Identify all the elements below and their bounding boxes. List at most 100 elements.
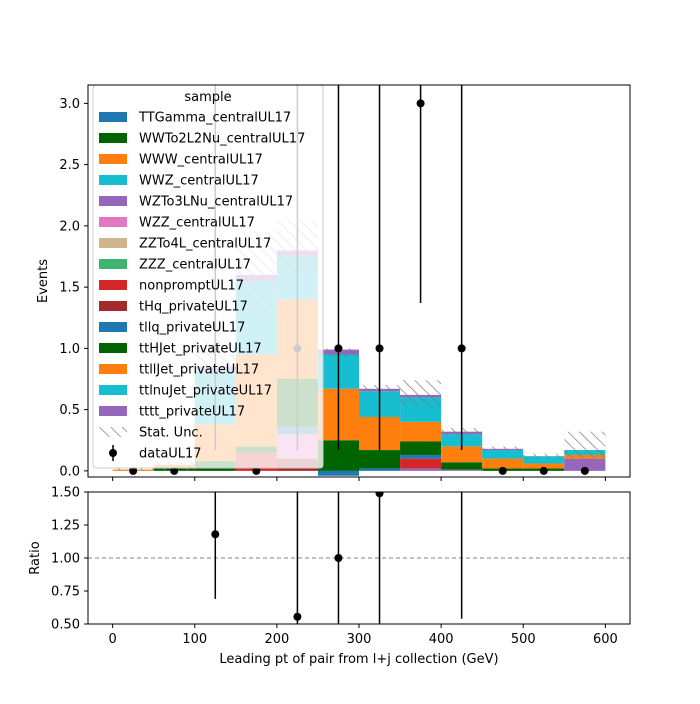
- y-tick-label: 3.0: [59, 97, 80, 112]
- y-tick-label: 1.5: [59, 281, 80, 296]
- ratio-y-ticks: 0.50 0.75 1.00 1.25 1.50: [51, 486, 88, 633]
- ratio-point: [293, 612, 302, 621]
- ratio-point: [334, 554, 343, 562]
- stat-unc-band: [482, 446, 524, 452]
- ratio-x-ticks: 0 100 200 300 400 500 600: [108, 624, 618, 647]
- legend-marker: [109, 449, 117, 457]
- ratio-point: [211, 530, 220, 539]
- data-point: [457, 344, 466, 353]
- stack-segment: [482, 450, 524, 459]
- y-tick-label: 2.0: [59, 219, 80, 234]
- legend-label: ttHJet_privateUL17: [139, 342, 262, 357]
- data-point: [498, 466, 507, 475]
- y-tick-label: 1.0: [59, 342, 80, 357]
- y-tick-label: 2.5: [59, 158, 80, 173]
- stack-segment: [400, 468, 442, 471]
- ratio-y-axis-label: Ratio: [28, 541, 43, 574]
- legend-swatch: [99, 217, 127, 227]
- x-tick-label: 500: [511, 632, 536, 647]
- legend-label: ZZZ_centralUL17: [139, 258, 251, 273]
- legend-label: WWTo2L2Nu_centralUL17: [139, 132, 305, 147]
- data-point: [252, 466, 261, 475]
- x-axis-label: Leading pt of pair from l+j collection (…: [219, 652, 498, 667]
- stat-unc-band: [564, 431, 606, 462]
- legend-title: sample: [184, 90, 231, 105]
- x-tick-label: 300: [347, 632, 372, 647]
- legend-label: WZZ_centralUL17: [139, 216, 255, 231]
- data-point: [416, 99, 425, 108]
- legend-label: tllq_privateUL17: [139, 321, 245, 336]
- x-tick-label: 400: [429, 632, 454, 647]
- stack-segment: [400, 421, 442, 442]
- y-tick-label: 0.5: [59, 403, 80, 418]
- ratio-panel: 0.50 0.75 1.00 1.25 1.50 0 100 200 300 400 500 600…: [28, 486, 631, 667]
- ratio-points: [211, 492, 463, 624]
- y-tick-label: 0.50: [51, 618, 80, 633]
- legend-swatch: [99, 238, 127, 248]
- legend-swatch-hatch: [99, 427, 127, 437]
- data-point: [334, 344, 343, 353]
- legend-swatch: [99, 259, 127, 269]
- stack-segment: [400, 454, 442, 459]
- x-tick-label: 600: [593, 632, 618, 647]
- legend-label: ttlnuJet_privateUL17: [139, 384, 272, 399]
- x-tick-label: 200: [264, 632, 289, 647]
- y-tick-label: 0.75: [51, 585, 80, 600]
- stack-segment: [359, 468, 401, 471]
- stack-segment: [441, 469, 483, 471]
- legend-label: TTGamma_centralUL17: [138, 111, 291, 126]
- legend-label: Stat. Unc.: [139, 426, 203, 441]
- legend-swatch: [99, 385, 127, 395]
- legend-label: tHq_privateUL17: [139, 300, 248, 315]
- stack-segment: [441, 462, 483, 470]
- y-tick-label: 1.25: [51, 519, 80, 534]
- legend-swatch: [99, 175, 127, 185]
- legend-swatch: [99, 301, 127, 311]
- data-point: [170, 466, 179, 475]
- x-tick-label: 0: [108, 632, 116, 647]
- legend-label: nonpromptUL17: [139, 279, 244, 294]
- legend-swatch: [99, 112, 127, 122]
- stack-segment: [523, 456, 565, 464]
- legend-swatch: [99, 133, 127, 143]
- data-point: [375, 344, 384, 353]
- stat-unc-band: [400, 380, 442, 408]
- data-point: [129, 466, 138, 475]
- legend-swatch: [99, 196, 127, 206]
- legend: sample TTGamma_centralUL17 WWTo2L2Nu_centr…: [92, 84, 324, 469]
- main-x-ticks: [112, 477, 606, 481]
- main-panel: sample TTGamma_centralUL17 WWTo2L2Nu_centr…: [36, 84, 631, 481]
- ratio-plot-area: [88, 492, 630, 624]
- legend-label: ZZTo4L_centralUL17: [139, 237, 271, 252]
- ratio-point: [375, 492, 384, 498]
- legend-label: tttt_privateUL17: [139, 405, 245, 420]
- legend-swatch: [99, 406, 127, 416]
- y-tick-label: 1.50: [51, 486, 80, 501]
- stack-segment: [359, 450, 401, 469]
- legend-label: WWW_centralUL17: [139, 153, 263, 168]
- legend-label: ttllJet_privateUL17: [139, 363, 259, 378]
- legend-swatch: [99, 364, 127, 374]
- legend-label: WZTo3LNu_centralUL17: [139, 195, 293, 210]
- x-tick-label: 100: [182, 632, 207, 647]
- stack-segment: [400, 441, 442, 455]
- stat-unc-band: [523, 453, 565, 459]
- main-y-axis-label: Events: [36, 259, 51, 303]
- stack-segment: [523, 463, 565, 469]
- data-point: [539, 466, 548, 475]
- stack-segment: [317, 470, 359, 476]
- stack-segment: [564, 458, 606, 471]
- main-y-ticks: 0.0 0.5 1.0 1.5 2.0 2.5 3.0: [59, 97, 88, 479]
- stack-segment: [441, 446, 483, 463]
- y-tick-label: 1.00: [51, 552, 80, 567]
- legend-label: dataUL17: [139, 447, 202, 462]
- legend-swatch: [99, 343, 127, 353]
- data-point: [580, 466, 589, 475]
- stack-segment: [400, 458, 442, 469]
- legend-swatch: [99, 322, 127, 332]
- stack-segment: [482, 458, 524, 469]
- legend-swatch: [99, 280, 127, 290]
- legend-swatch: [99, 154, 127, 164]
- legend-label: WWZ_centralUL17: [139, 174, 259, 189]
